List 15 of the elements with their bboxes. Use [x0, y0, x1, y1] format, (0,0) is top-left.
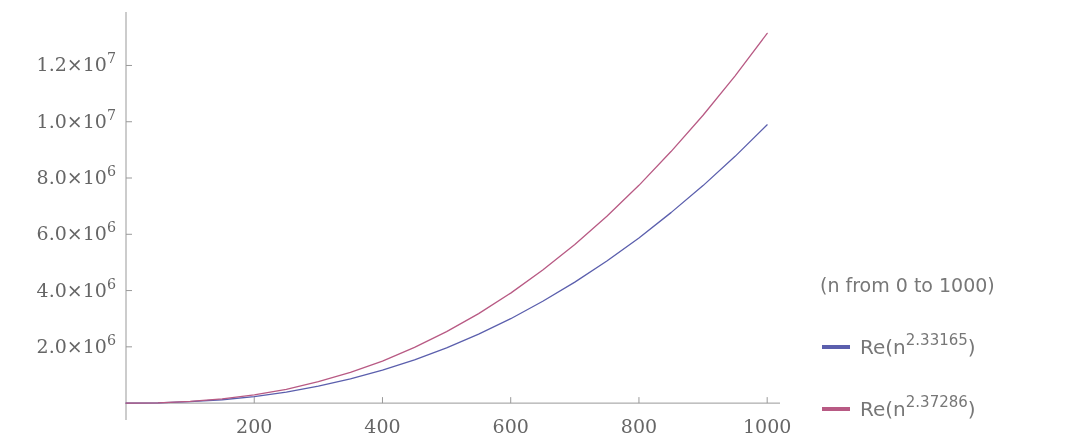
y-tick-label: 4.0×10$^{6}$: [36, 275, 116, 301]
x-tick-label: 400: [364, 415, 401, 438]
legend-label: Re(n$^{2.33165}$): [860, 331, 976, 359]
y-tick-label: 1.0×10$^{7}$: [36, 106, 116, 132]
legend-title: (n from 0 to 1000): [820, 274, 995, 296]
y-tick-label: 8.0×10$^{6}$: [36, 163, 116, 189]
x-tick-label: 1000: [743, 415, 792, 438]
y-tick-label: 1.2×10$^{7}$: [36, 50, 116, 76]
line-series: [125, 32, 768, 404]
x-tick-label: 800: [620, 415, 658, 438]
y-tick-label: 2.0×10$^{6}$: [36, 331, 116, 357]
x-tick-label: 200: [236, 415, 273, 438]
legend-label: Re(n$^{2.37286}$): [860, 393, 976, 421]
x-tick-label: 600: [492, 415, 529, 438]
y-tick-label: 6.0×10$^{6}$: [36, 219, 116, 245]
